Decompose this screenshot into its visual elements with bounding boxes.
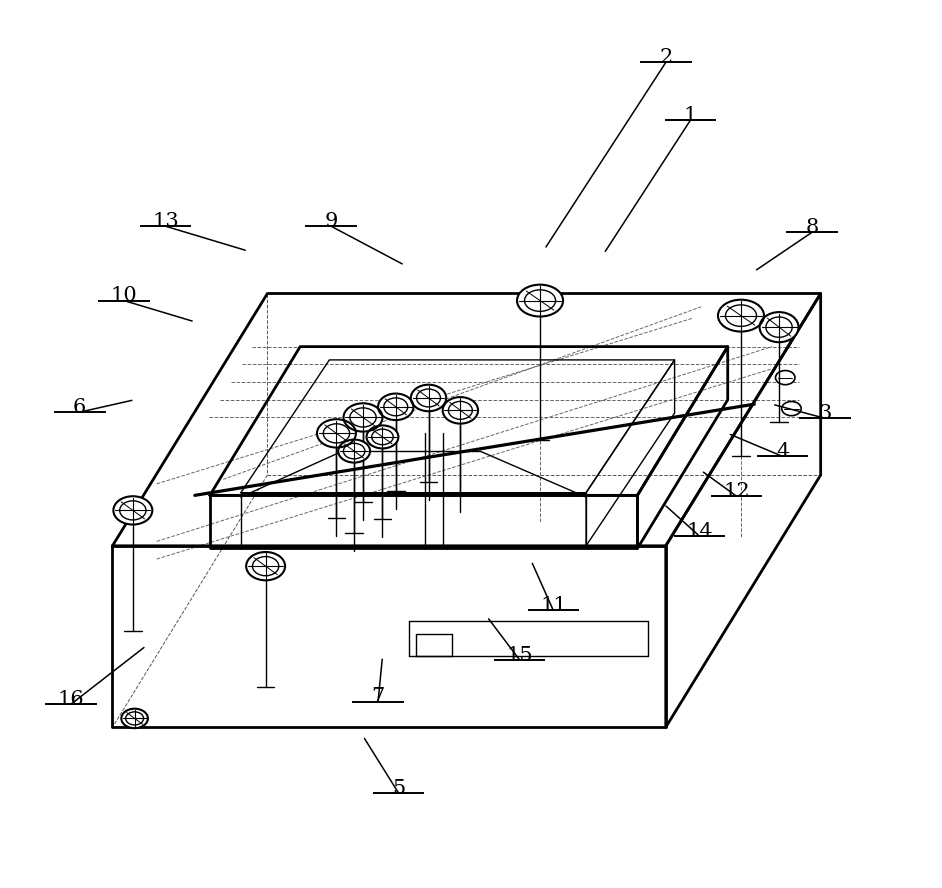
Ellipse shape <box>366 425 398 448</box>
Ellipse shape <box>122 709 148 728</box>
Ellipse shape <box>317 419 356 448</box>
Ellipse shape <box>775 370 795 385</box>
Text: 14: 14 <box>686 522 713 541</box>
Text: 12: 12 <box>723 482 750 501</box>
Text: 16: 16 <box>57 690 84 710</box>
Text: 4: 4 <box>776 442 789 461</box>
Text: 2: 2 <box>659 48 673 67</box>
Text: 10: 10 <box>110 287 138 305</box>
Ellipse shape <box>344 403 382 432</box>
Ellipse shape <box>443 397 479 424</box>
Text: 1: 1 <box>684 106 697 125</box>
Text: 8: 8 <box>805 218 819 237</box>
Ellipse shape <box>782 401 802 416</box>
Ellipse shape <box>338 440 370 463</box>
Text: 5: 5 <box>392 779 405 797</box>
Text: 6: 6 <box>73 398 87 417</box>
Ellipse shape <box>759 312 799 342</box>
Text: 3: 3 <box>819 404 832 424</box>
Text: 9: 9 <box>324 212 338 231</box>
Ellipse shape <box>517 285 563 316</box>
Ellipse shape <box>378 393 414 420</box>
Text: 11: 11 <box>540 596 567 615</box>
Ellipse shape <box>113 496 153 525</box>
Text: 7: 7 <box>371 687 384 707</box>
Ellipse shape <box>246 552 285 581</box>
Text: 15: 15 <box>507 646 533 665</box>
Ellipse shape <box>411 385 447 411</box>
Ellipse shape <box>718 300 764 331</box>
Text: 13: 13 <box>153 212 179 231</box>
